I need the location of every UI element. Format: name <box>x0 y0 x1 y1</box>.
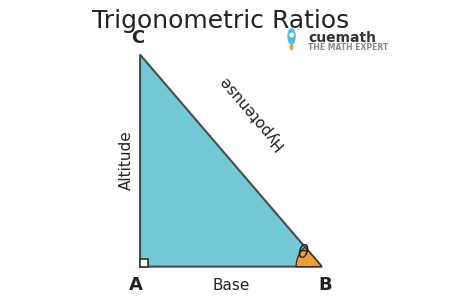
Polygon shape <box>140 259 147 267</box>
Text: A: A <box>129 276 143 294</box>
Text: THE MATH EXPERT: THE MATH EXPERT <box>308 43 389 52</box>
Text: B: B <box>319 276 332 294</box>
Text: C: C <box>131 29 145 47</box>
Circle shape <box>289 32 294 37</box>
Wedge shape <box>296 247 322 267</box>
Ellipse shape <box>287 28 296 45</box>
Text: θ: θ <box>298 244 309 262</box>
Text: Hypotenuse: Hypotenuse <box>215 72 286 152</box>
Polygon shape <box>140 55 322 267</box>
Text: Trigonometric Ratios: Trigonometric Ratios <box>91 9 349 33</box>
Text: Altitude: Altitude <box>119 131 134 191</box>
Text: Base: Base <box>212 278 250 293</box>
Text: cuemath: cuemath <box>308 31 376 45</box>
Ellipse shape <box>290 44 293 50</box>
